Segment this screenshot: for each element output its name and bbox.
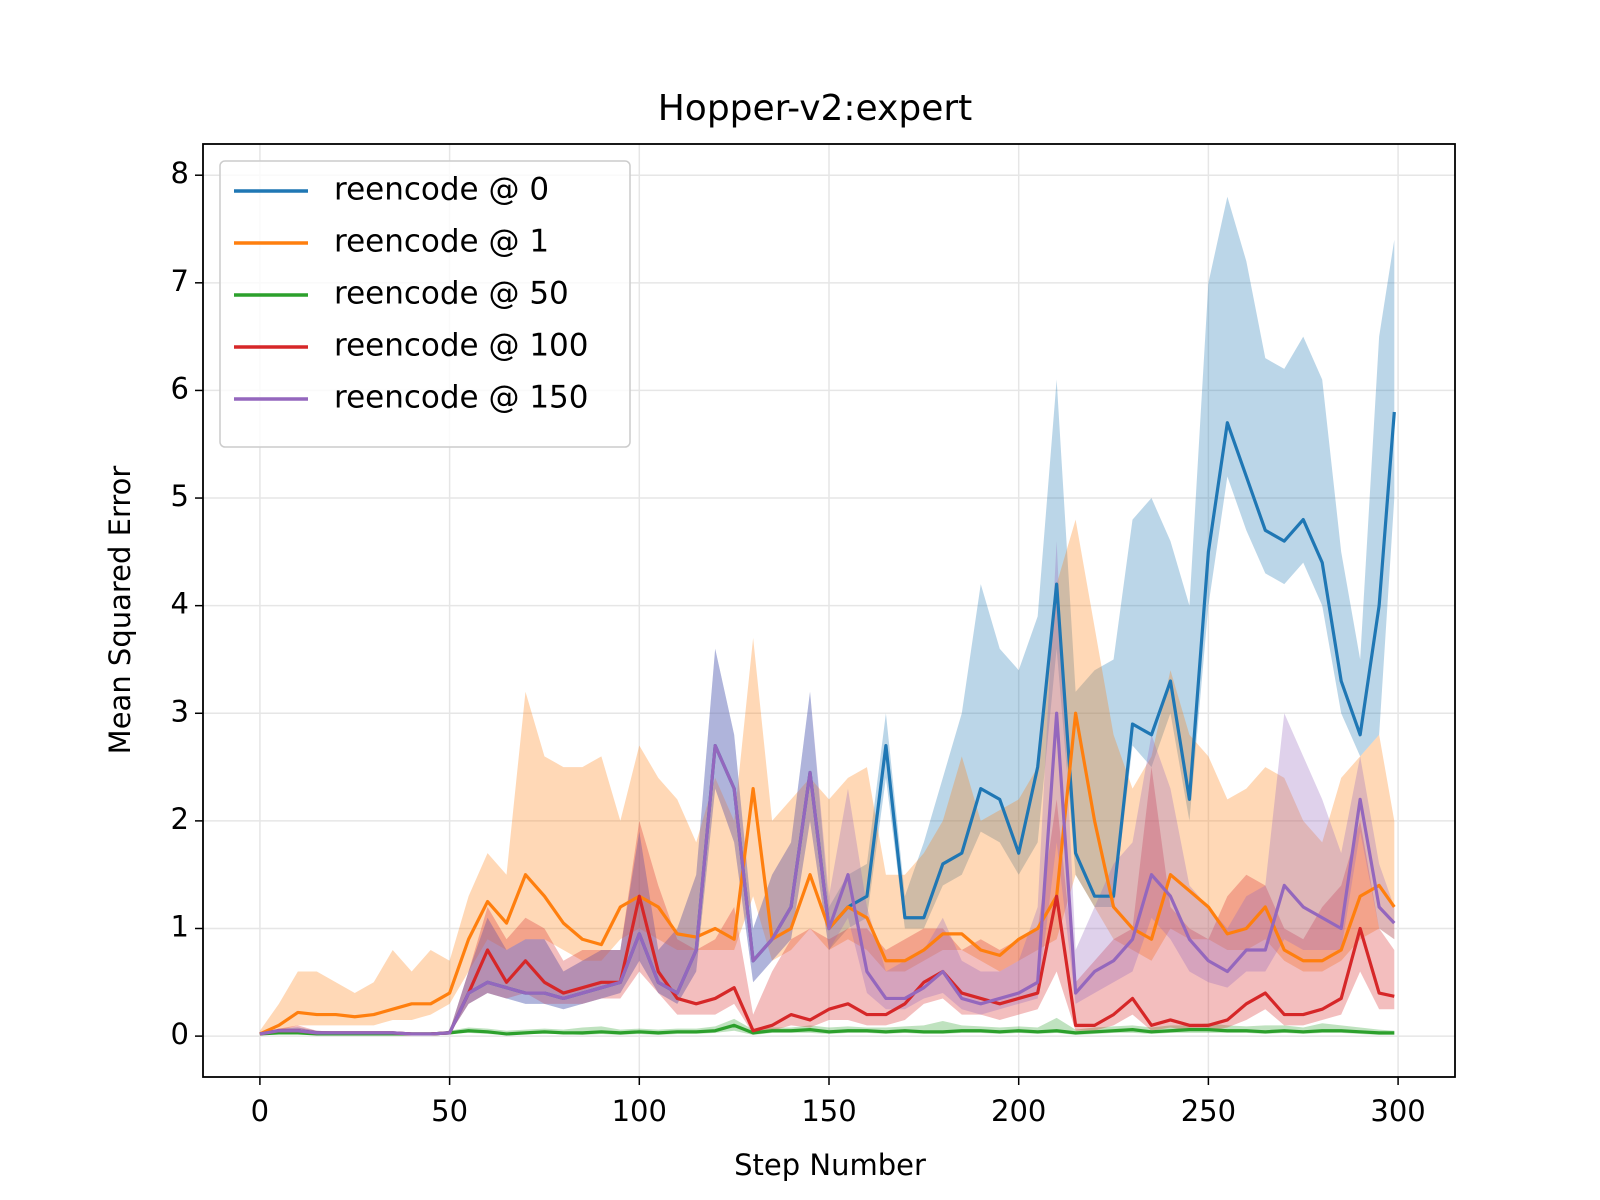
y-tick-label: 7 <box>171 264 189 298</box>
confidence-band <box>259 767 1395 1036</box>
confidence-band <box>259 519 1395 1037</box>
legend-label: reencode @ 0 <box>334 172 549 208</box>
y-tick-label: 2 <box>171 802 189 836</box>
legend: reencode @ 0 reencode @ 1 reencode @ 50 ree… <box>219 160 631 448</box>
x-axis-label: Step Number <box>734 1148 926 1182</box>
confidence-band <box>259 196 1395 1036</box>
legend-label: reencode @ 50 <box>334 276 569 312</box>
x-tick-label: 250 <box>1181 1094 1236 1128</box>
confidence-band <box>259 541 1395 1036</box>
y-tick-label: 1 <box>171 909 189 943</box>
y-tick-label: 0 <box>171 1017 189 1051</box>
x-tick-label: 150 <box>801 1094 856 1128</box>
x-tick-label: 0 <box>251 1094 269 1128</box>
y-tick-label: 5 <box>171 479 189 513</box>
y-tick-label: 3 <box>171 694 189 728</box>
legend-box <box>219 160 631 448</box>
legend-label: reencode @ 150 <box>334 380 589 416</box>
y-tick-label: 8 <box>171 156 189 190</box>
y-axis-label: Mean Squared Error <box>103 466 137 755</box>
x-tick-label: 300 <box>1370 1094 1425 1128</box>
plot-frame <box>202 143 1456 1078</box>
y-tick-label: 6 <box>171 371 189 405</box>
y-tick-label: 4 <box>171 587 189 621</box>
series-line <box>259 711 1396 1036</box>
legend-label: reencode @ 1 <box>334 224 549 260</box>
x-tick-label: 100 <box>612 1094 667 1128</box>
legend-label: reencode @ 100 <box>334 328 589 364</box>
x-tick-label: 50 <box>431 1094 468 1128</box>
x-tick-label: 200 <box>991 1094 1046 1128</box>
chart-title: Hopper-v2:expert <box>658 88 973 129</box>
